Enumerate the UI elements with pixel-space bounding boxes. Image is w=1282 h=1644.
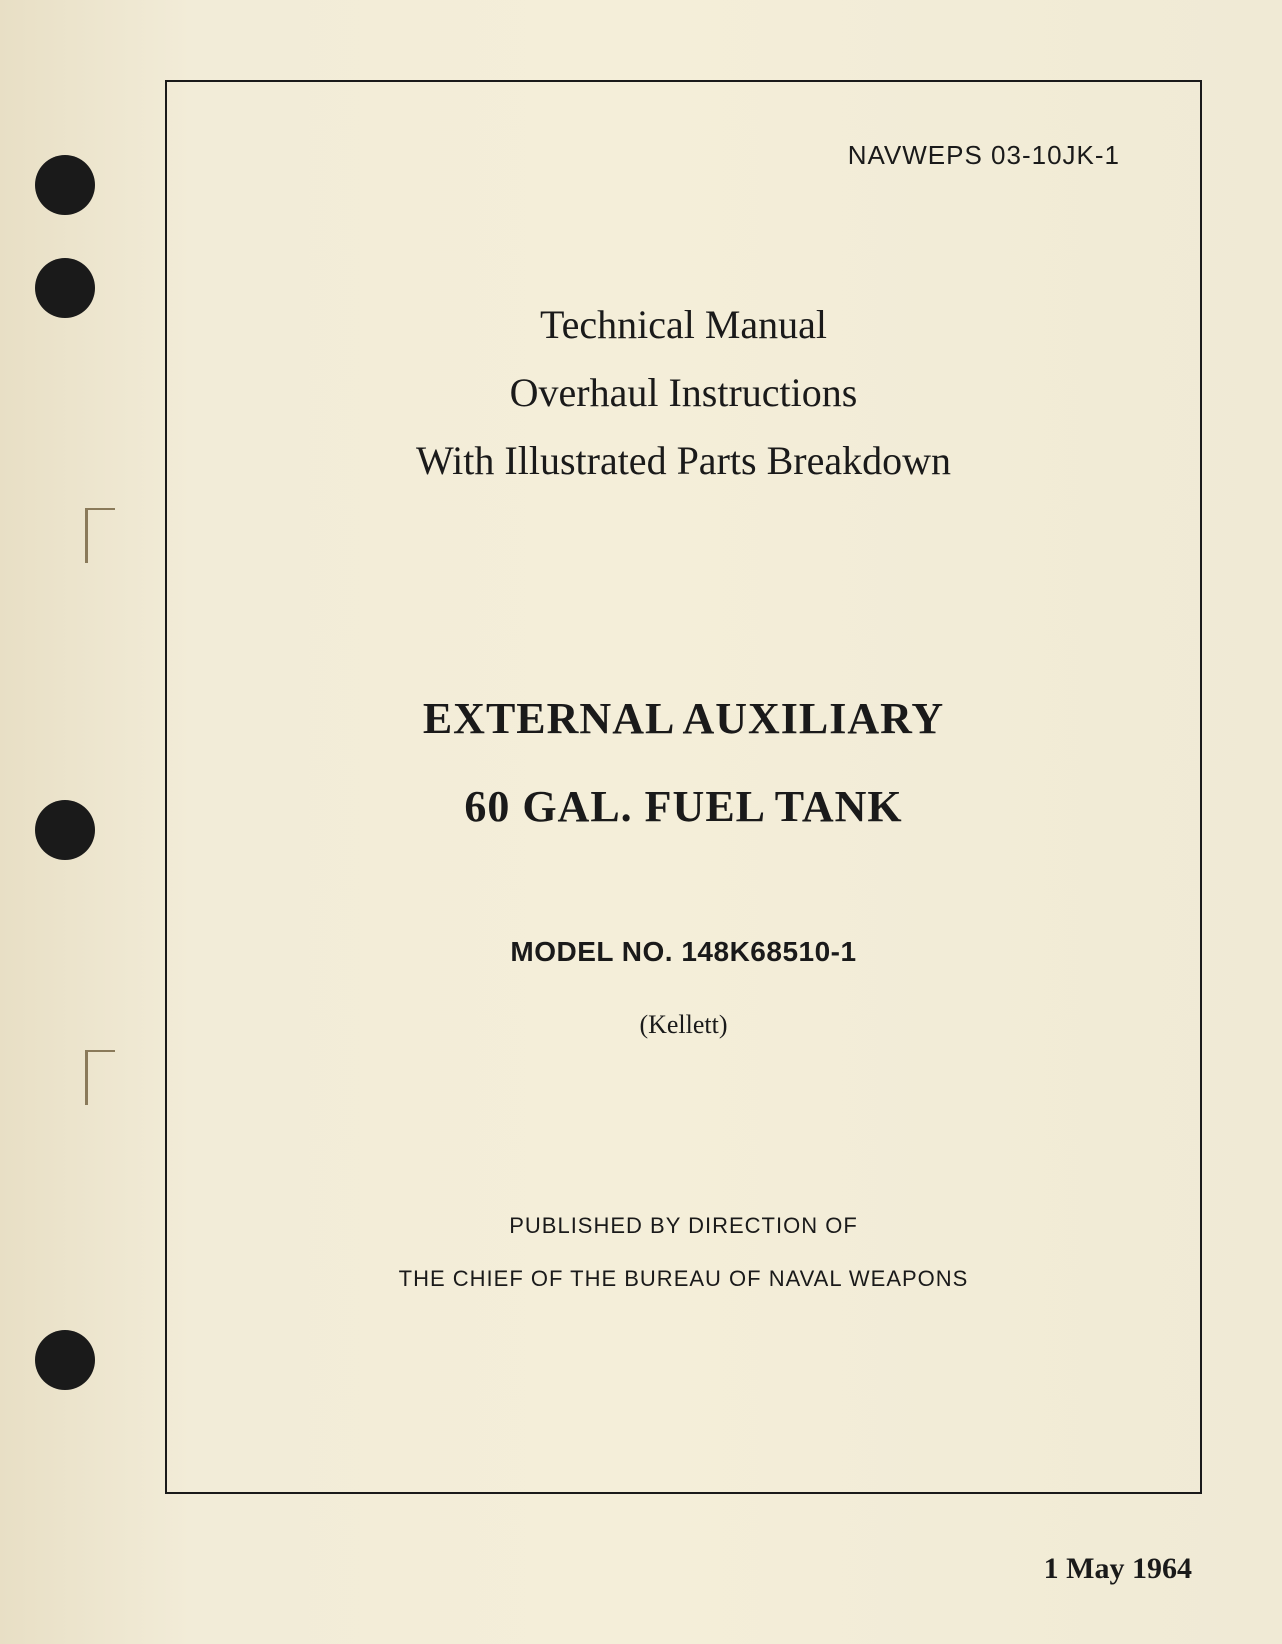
title-line-1: Technical Manual: [227, 291, 1140, 359]
subject-line-1: EXTERNAL AUXILIARY: [227, 675, 1140, 763]
subject-line-2: 60 GAL. FUEL TANK: [227, 763, 1140, 851]
model-number: MODEL NO. 148K68510-1: [227, 936, 1140, 968]
publication-date: 1 May 1964: [1044, 1552, 1192, 1586]
document-page: NAVWEPS 03-10JK-1 Technical Manual Overh…: [0, 0, 1282, 1644]
manufacturer-name: (Kellett): [227, 1010, 1140, 1040]
content-frame: NAVWEPS 03-10JK-1 Technical Manual Overh…: [165, 80, 1202, 1494]
punch-hole-icon: [35, 1330, 95, 1390]
publisher-line-2: THE CHIEF OF THE BUREAU OF NAVAL WEAPONS: [227, 1253, 1140, 1306]
binding-mark-icon: [85, 508, 115, 563]
publisher-line-1: PUBLISHED BY DIRECTION OF: [227, 1200, 1140, 1253]
punch-hole-icon: [35, 800, 95, 860]
title-block: Technical Manual Overhaul Instructions W…: [227, 291, 1140, 495]
document-id: NAVWEPS 03-10JK-1: [227, 140, 1120, 171]
publisher-block: PUBLISHED BY DIRECTION OF THE CHIEF OF T…: [227, 1200, 1140, 1306]
punch-hole-icon: [35, 155, 95, 215]
subject-block: EXTERNAL AUXILIARY 60 GAL. FUEL TANK: [227, 675, 1140, 851]
title-line-2: Overhaul Instructions: [227, 359, 1140, 427]
model-block: MODEL NO. 148K68510-1 (Kellett): [227, 936, 1140, 1040]
punch-hole-icon: [35, 258, 95, 318]
binding-mark-icon: [85, 1050, 115, 1105]
title-line-3: With Illustrated Parts Breakdown: [227, 427, 1140, 495]
